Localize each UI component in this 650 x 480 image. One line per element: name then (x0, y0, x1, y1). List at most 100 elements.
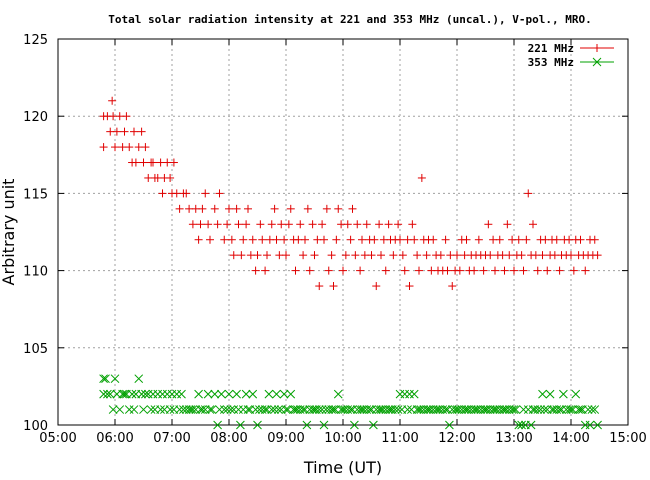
data-point-cross (479, 405, 488, 414)
data-point-plus (194, 235, 203, 244)
y-axis-ticks: 100 105 110 115 120 125 (23, 33, 628, 434)
data-point-cross (523, 405, 533, 414)
data-point-cross (346, 405, 355, 414)
data-point-plus (234, 220, 243, 229)
data-point-plus (529, 220, 537, 229)
data-point-cross (376, 405, 386, 414)
data-point-cross (162, 389, 172, 399)
data-point-plus (453, 251, 461, 260)
data-point-cross (248, 389, 258, 399)
data-point-plus (362, 220, 371, 229)
data-point-cross (217, 389, 226, 399)
data-point-plus (329, 282, 338, 291)
data-point-plus (258, 235, 267, 244)
chart-title: Total solar radiation intensity at 221 a… (108, 13, 591, 26)
data-point-cross (215, 405, 224, 414)
data-point-cross (219, 405, 229, 414)
data-point-cross (267, 405, 277, 414)
data-point-plus (491, 266, 499, 275)
x-tick-label: 06:00 (96, 431, 133, 446)
data-point-cross (327, 405, 336, 414)
data-point-plus (341, 251, 350, 260)
data-point-plus (443, 266, 452, 275)
data-point-cross (298, 405, 308, 414)
data-point-plus (303, 204, 312, 213)
y-tick-label: 110 (23, 265, 48, 280)
data-point-plus (375, 220, 384, 229)
data-point-plus (169, 158, 178, 167)
data-point-plus (394, 220, 403, 229)
data-point-plus (343, 220, 352, 229)
data-point-plus (441, 235, 450, 244)
data-point-cross (105, 389, 115, 399)
data-point-cross (234, 405, 243, 414)
legend-label-353: 353 MHz (528, 56, 574, 69)
data-point-cross (172, 389, 182, 399)
x-axis-label: Time (UT) (303, 458, 382, 477)
data-point-cross (241, 389, 251, 399)
data-point-cross (511, 405, 521, 414)
data-point-plus (166, 173, 175, 182)
data-point-plus (417, 173, 426, 182)
data-point-cross (124, 405, 134, 414)
data-point-plus (318, 220, 327, 229)
data-point-cross (336, 405, 346, 414)
legend-sample-353 (580, 57, 614, 67)
x-tick-label: 08:00 (210, 431, 247, 446)
grid (58, 39, 628, 425)
data-point-plus (308, 220, 317, 229)
data-point-plus (175, 204, 184, 213)
data-point-cross (210, 389, 220, 399)
data-point-plus (130, 127, 138, 136)
data-point-plus (261, 266, 270, 275)
data-point-plus (543, 266, 552, 275)
data-point-plus (533, 266, 542, 275)
data-point-plus (131, 158, 140, 167)
data-point-cross (365, 405, 374, 414)
data-point-cross (300, 405, 310, 414)
data-point-cross (196, 405, 205, 414)
y-tick-label: 120 (23, 110, 48, 125)
data-point-cross (141, 389, 150, 399)
data-point-plus (484, 220, 493, 229)
data-point-plus (227, 235, 236, 244)
data-point-plus (286, 204, 295, 213)
data-point-plus (384, 220, 393, 229)
data-point-cross (412, 405, 422, 414)
data-point-plus (381, 266, 390, 275)
data-point-cross (386, 405, 395, 414)
data-point-plus (413, 251, 422, 260)
y-axis-label: Arbitrary unit (0, 179, 18, 286)
data-point-plus (141, 143, 150, 152)
data-point-cross (374, 405, 384, 414)
data-point-cross (203, 389, 213, 399)
data-point-plus (389, 251, 398, 260)
data-point-plus (470, 266, 479, 275)
data-point-plus (301, 235, 309, 244)
data-point-plus (122, 112, 131, 121)
data-point-cross (224, 389, 234, 399)
data-point-plus (510, 266, 518, 275)
data-point-cross (564, 405, 574, 414)
data-point-cross (533, 405, 543, 414)
y-tick-label: 125 (23, 33, 48, 48)
data-point-plus (377, 251, 385, 260)
data-point-cross (433, 405, 443, 414)
data-point-plus (346, 235, 355, 244)
data-point-cross (243, 405, 253, 414)
x-tick-label: 15:00 (609, 431, 646, 446)
data-point-cross (350, 420, 359, 430)
legend-marker (593, 44, 601, 52)
data-point-cross (460, 405, 469, 414)
data-point-plus (201, 189, 210, 198)
data-point-plus (351, 251, 360, 260)
data-point-plus (356, 266, 365, 275)
data-point-cross (590, 405, 600, 414)
data-point-cross (424, 405, 433, 414)
data-point-cross (384, 405, 393, 414)
data-point-cross (207, 405, 217, 414)
data-point-cross (547, 405, 557, 414)
data-point-cross (262, 405, 272, 414)
data-point-plus (253, 251, 262, 260)
data-point-cross (390, 405, 400, 414)
